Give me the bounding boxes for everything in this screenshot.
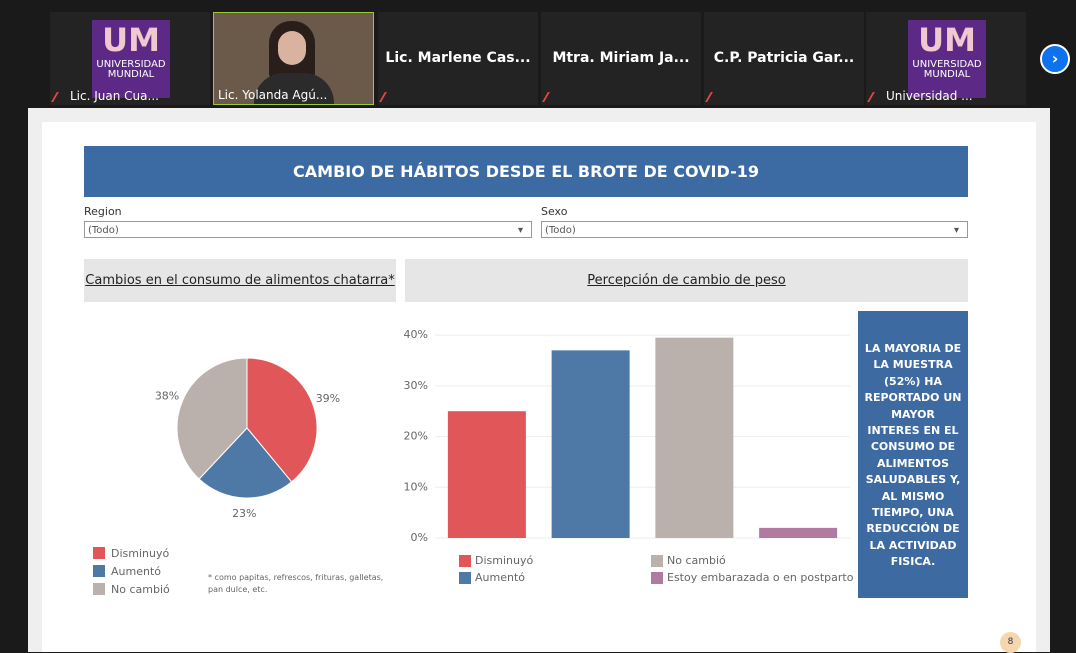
participant-name: Universidad ... — [886, 89, 973, 103]
logo-mark: UM — [918, 21, 976, 59]
dropdown-arrow: ▾ — [517, 225, 523, 236]
legend-swatch — [93, 565, 105, 577]
filter-label: Region — [84, 205, 122, 218]
bar — [447, 411, 526, 538]
body — [254, 73, 334, 104]
filter-dropdown[interactable]: (Todo) ▾ — [541, 221, 968, 238]
legend-swatch — [651, 555, 663, 567]
logo-text: UNIVERSIDAD — [96, 59, 166, 70]
legend-label: Disminuyó — [475, 554, 533, 567]
dashboard-title: CAMBIO DE HÁBITOS DESDE EL BROTE DE COVI… — [84, 146, 968, 197]
bar — [759, 527, 838, 538]
pie-slice — [176, 357, 248, 480]
data-label: 38% — [155, 389, 179, 402]
bar — [655, 337, 734, 538]
filter-dropdown[interactable]: (Todo) ▾ — [84, 221, 532, 238]
participant-name: Lic. Yolanda Agú... — [218, 88, 328, 102]
filter-label: Sexo — [541, 205, 568, 218]
logo-text: MUNDIAL — [923, 69, 971, 80]
participant-name: Mtra. Miriam Ja... — [552, 50, 690, 66]
data-label: 23% — [232, 507, 256, 520]
legend-swatch — [459, 572, 471, 584]
pie-slice — [246, 357, 318, 483]
legend-label: Estoy embarazada o en postparto — [667, 571, 854, 584]
legend-swatch — [93, 547, 105, 559]
logo-text: MUNDIAL — [107, 69, 155, 80]
footnote: * como papitas, refrescos, frituras, gal… — [208, 573, 384, 594]
y-tick-label: 40% — [404, 328, 428, 341]
participant-tile[interactable]: C.P. Patricia Gar... — [704, 12, 864, 105]
logo-mark: UM — [102, 21, 160, 59]
participant-video[interactable]: Lic. Yolanda Agú... — [213, 12, 374, 105]
participant-name: Lic. Marlene Cas... — [385, 50, 531, 66]
participant-tile[interactable]: Lic. Marlene Cas... — [378, 12, 538, 105]
legend-label: Aumentó — [111, 565, 161, 578]
legend-swatch — [651, 572, 663, 584]
logo: UM UNIVERSIDAD MUNDIAL — [908, 20, 986, 98]
page-number: 8 — [1000, 632, 1021, 653]
data-label: 39% — [316, 392, 340, 405]
legend-label: No cambió — [667, 554, 726, 567]
y-tick-label: 10% — [404, 480, 428, 493]
bar — [551, 350, 630, 538]
y-tick-label: 0% — [411, 531, 428, 544]
chart-title: Cambios en el consumo de alimentos chata… — [84, 259, 396, 302]
legend-swatch — [459, 555, 471, 567]
y-tick-label: 30% — [404, 379, 428, 392]
y-tick-label: 20% — [404, 430, 428, 443]
callout: LA MAYORIA DE LA MUESTRA (52%) HA REPORT… — [858, 311, 968, 598]
chart-title: Percepción de cambio de peso — [405, 259, 968, 302]
participant-name: C.P. Patricia Gar... — [713, 50, 855, 66]
pie-slice — [198, 427, 293, 499]
face — [278, 31, 306, 65]
participant-tile[interactable]: UM UNIVERSIDAD MUNDIAL Universidad ... — [866, 12, 1026, 105]
next-page-button[interactable]: › — [1040, 44, 1070, 74]
legend-label: No cambió — [111, 583, 170, 596]
logo: UM UNIVERSIDAD MUNDIAL — [92, 20, 170, 98]
dropdown-arrow: ▾ — [953, 225, 959, 236]
legend-label: Aumentó — [475, 571, 525, 584]
legend-swatch — [93, 583, 105, 595]
filter-value: (Todo) — [545, 225, 576, 236]
filter-value: (Todo) — [88, 225, 119, 236]
participant-name: Lic. Juan Cua... — [70, 89, 159, 103]
logo-text: UNIVERSIDAD — [912, 59, 982, 70]
participant-tile[interactable]: UM UNIVERSIDAD MUNDIAL Lic. Juan Cua... — [50, 12, 210, 105]
participant-tile[interactable]: Mtra. Miriam Ja... — [541, 12, 701, 105]
legend-label: Disminuyó — [111, 547, 169, 560]
